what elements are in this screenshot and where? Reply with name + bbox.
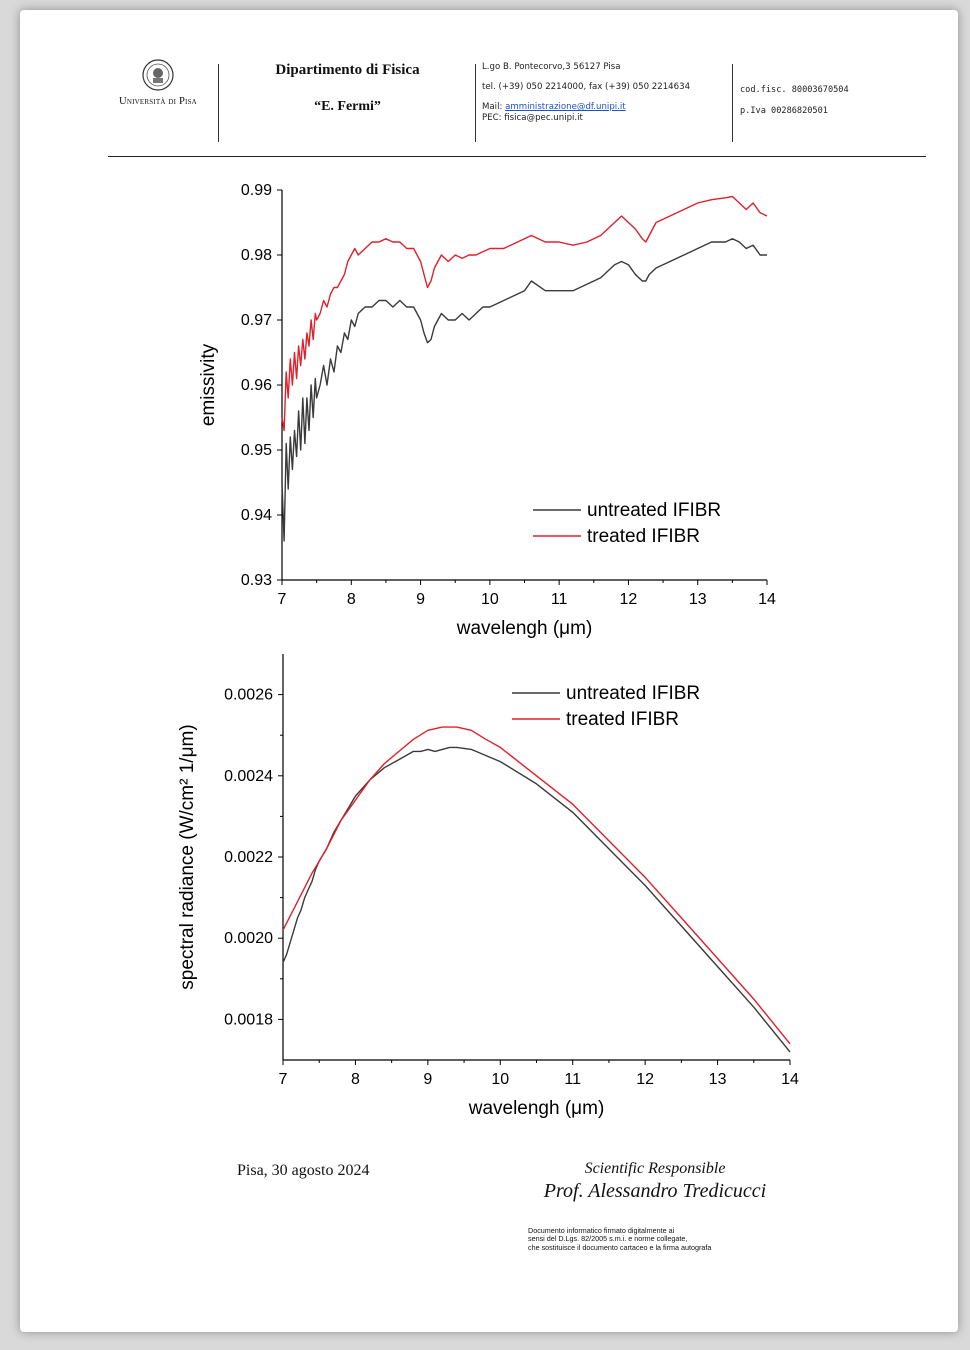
y-axis-label: emissivity <box>198 343 219 426</box>
legend-label: treated IFIBR <box>566 709 679 730</box>
y-tick-label: 0.96 <box>241 377 272 394</box>
university-logo: Università di Pisa <box>100 58 216 107</box>
x-tick-label: 12 <box>636 1071 654 1088</box>
department-name: Dipartimento di Fisica <box>275 62 420 78</box>
x-tick-label: 8 <box>347 591 356 608</box>
series-line-treated <box>282 726 791 1045</box>
document-page <box>20 10 958 1332</box>
mail-row: Mail: amministrazione@df.unipi.it <box>482 102 732 113</box>
y-tick-label: 0.98 <box>241 247 272 264</box>
address-text: L.go B. Pontecorvo,3 56127 Pisa <box>482 62 621 72</box>
spectral-radiance-chart: 7 8 9 10 11 12 13 14 0.0018 0.0020 0.0022 0.0024 0.0… <box>177 654 799 1119</box>
university-name: Università di Pisa <box>119 96 197 107</box>
x-tick-label: 13 <box>689 591 707 608</box>
y-axis-label: spectral radiance (W/cm² 1/μm) <box>177 724 198 989</box>
x-tick-label: 10 <box>481 591 499 608</box>
x-tick-label: 7 <box>279 1071 288 1088</box>
department-block: Dipartimento di Fisica “E. Fermi” <box>220 62 475 115</box>
signature-block: Scientific Responsible Prof. Alessandro … <box>520 1160 790 1203</box>
digital-note-line: Documento informatico firmato digitalmen… <box>528 1226 675 1235</box>
x-tick-label: 9 <box>416 591 425 608</box>
p-iva-text: p.Iva 00286820501 <box>740 106 828 116</box>
series-line-untreated <box>282 746 791 1053</box>
digital-note-line: sensi del D.Lgs. 82/2005 s.m.i. e norme … <box>528 1234 688 1244</box>
series-line-treated <box>281 195 768 432</box>
pec-text: PEC: fisica@pec.unipi.it <box>482 113 583 123</box>
digital-note-line: che sostituisce il documento cartaceo e … <box>528 1242 712 1252</box>
header-divider <box>218 64 219 142</box>
x-tick-label: 13 <box>709 1071 727 1088</box>
y-tick-label: 0.94 <box>241 507 272 524</box>
x-tick-label: 9 <box>423 1071 432 1088</box>
x-tick-label: 11 <box>551 591 568 608</box>
emissivity-chart: 7 8 9 10 11 12 13 14 0.93 0.94 0.95 0.96 0.97 0.98 0.9… <box>198 182 776 639</box>
header-divider <box>732 64 733 142</box>
y-tick-label: 0.0024 <box>224 768 273 785</box>
cod-fisc-text: cod.fisc. 80003670504 <box>740 85 849 95</box>
x-tick-label: 11 <box>564 1071 581 1088</box>
x-tick-label: 8 <box>351 1071 360 1088</box>
x-axis-label: wavelengh (μm) <box>468 1098 605 1119</box>
y-tick-label: 0.93 <box>241 572 272 589</box>
phone-text: tel. (+39) 050 2214000, fax (+39) 050 22… <box>482 82 691 92</box>
mail-link[interactable]: amministrazione@df.unipi.it <box>505 102 626 112</box>
contact-block: L.go B. Pontecorvo,3 56127 Pisa tel. (+3… <box>482 62 732 124</box>
legend-label: treated IFIBR <box>587 526 700 547</box>
department-subtitle: “E. Fermi” <box>314 99 381 114</box>
digital-signature-note: Documento informatico firmato digitalmen… <box>528 1226 788 1252</box>
x-tick-label: 12 <box>620 591 638 608</box>
responsible-title: Scientific Responsible <box>584 1160 726 1177</box>
y-tick-label: 0.95 <box>241 442 272 459</box>
header-divider <box>475 64 476 142</box>
x-tick-label: 14 <box>781 1071 799 1088</box>
y-tick-label: 0.0022 <box>224 849 273 866</box>
x-tick-label: 14 <box>758 591 776 608</box>
x-tick-label: 7 <box>278 591 287 608</box>
responsible-name: Prof. Alessandro Tredicucci <box>543 1180 767 1202</box>
header-rule <box>108 156 926 157</box>
y-tick-label: 0.99 <box>241 182 272 199</box>
x-axis-label: wavelengh (μm) <box>456 618 593 639</box>
series-line-untreated <box>281 238 767 542</box>
legend-label: untreated IFIBR <box>566 683 700 704</box>
signature-date: Pisa, 30 agosto 2024 <box>237 1162 370 1179</box>
legend-label: untreated IFIBR <box>587 500 721 521</box>
y-tick-label: 0.0020 <box>224 930 273 947</box>
x-tick-label: 10 <box>491 1071 509 1088</box>
mail-label: Mail: <box>482 102 503 112</box>
y-tick-label: 0.97 <box>241 312 272 329</box>
y-tick-label: 0.0018 <box>224 1011 273 1028</box>
university-seal-icon <box>142 59 174 91</box>
y-tick-label: 0.0026 <box>224 687 273 704</box>
fiscal-block: cod.fisc. 80003670504 p.Iva 00286820501 <box>740 80 930 122</box>
